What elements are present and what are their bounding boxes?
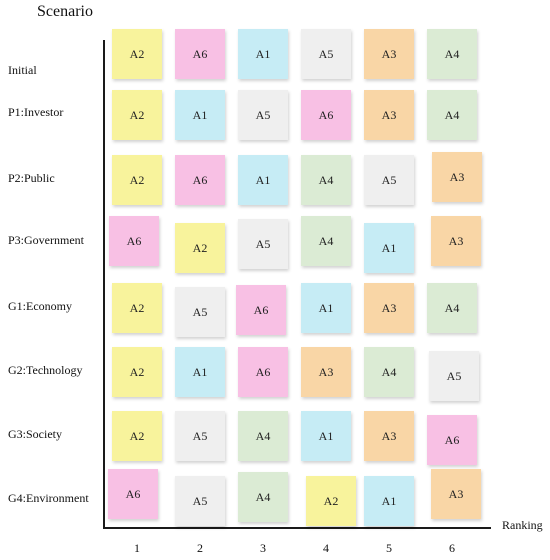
alternative-note: A2 (175, 223, 225, 273)
alternative-note: A3 (364, 411, 414, 461)
alternative-note: A1 (364, 476, 414, 526)
alternative-note: A2 (112, 155, 162, 205)
alternative-note: A1 (238, 155, 288, 205)
scenario-label: G1:Economy (8, 299, 72, 313)
alternative-note: A4 (427, 283, 477, 333)
alternative-note: A1 (175, 90, 225, 140)
alternative-note: A2 (112, 90, 162, 140)
alternative-note: A5 (364, 155, 414, 205)
alternative-note: A6 (236, 285, 286, 335)
alternative-note: A5 (238, 90, 288, 140)
ranking-column-label: 6 (449, 541, 455, 555)
alternative-note: A5 (429, 351, 479, 401)
alternative-note: A4 (238, 411, 288, 461)
alternative-note: A3 (364, 283, 414, 333)
x-axis-title: Ranking (502, 518, 543, 532)
alternative-note: A4 (301, 155, 351, 205)
ranking-column-label: 2 (197, 541, 203, 555)
alternative-note: A6 (301, 90, 351, 140)
scenario-label: G4:Environment (8, 491, 89, 505)
horizontal-axis-line (103, 527, 491, 529)
alternative-note: A1 (238, 29, 288, 79)
vertical-axis-line (103, 40, 105, 528)
ranking-column-label: 1 (134, 541, 140, 555)
alternative-note: A5 (175, 411, 225, 461)
alternative-note: A5 (175, 476, 225, 526)
alternative-note: A1 (301, 283, 351, 333)
alternative-note: A5 (175, 287, 225, 337)
alternative-note: A6 (109, 216, 159, 266)
alternative-note: A4 (238, 472, 288, 522)
alternative-note: A6 (238, 347, 288, 397)
alternative-note: A4 (364, 347, 414, 397)
scenario-label: G2:Technology (8, 363, 83, 377)
ranking-column-label: 3 (260, 541, 266, 555)
alternative-note: A4 (427, 29, 477, 79)
scenario-label: P3:Government (8, 233, 84, 247)
scenario-label: P2:Public (8, 171, 55, 185)
alternative-note: A6 (108, 469, 158, 519)
alternative-note: A4 (301, 216, 351, 266)
alternative-note: A2 (112, 29, 162, 79)
alternative-note: A1 (364, 223, 414, 273)
alternative-note: A5 (301, 29, 351, 79)
alternative-note: A2 (306, 476, 356, 526)
alternative-note: A6 (175, 155, 225, 205)
diagram-title: Scenario (37, 3, 93, 20)
alternative-note: A5 (238, 219, 288, 269)
alternative-note: A2 (112, 411, 162, 461)
alternative-note: A3 (364, 29, 414, 79)
scenario-label: G3:Society (8, 427, 62, 441)
alternative-note: A3 (431, 469, 481, 519)
alternative-note: A6 (175, 29, 225, 79)
alternative-note: A4 (427, 90, 477, 140)
alternative-note: A3 (432, 152, 482, 202)
alternative-note: A3 (301, 347, 351, 397)
alternative-note: A2 (112, 347, 162, 397)
scenario-label: P1:Investor (8, 105, 64, 119)
alternative-note: A2 (112, 283, 162, 333)
ranking-column-label: 5 (386, 541, 392, 555)
alternative-note: A6 (427, 415, 477, 465)
ranking-column-label: 4 (323, 541, 329, 555)
alternative-note: A1 (301, 411, 351, 461)
scenario-label: Initial (8, 63, 37, 77)
alternative-note: A3 (364, 90, 414, 140)
alternative-note: A1 (175, 347, 225, 397)
alternative-note: A3 (431, 216, 481, 266)
